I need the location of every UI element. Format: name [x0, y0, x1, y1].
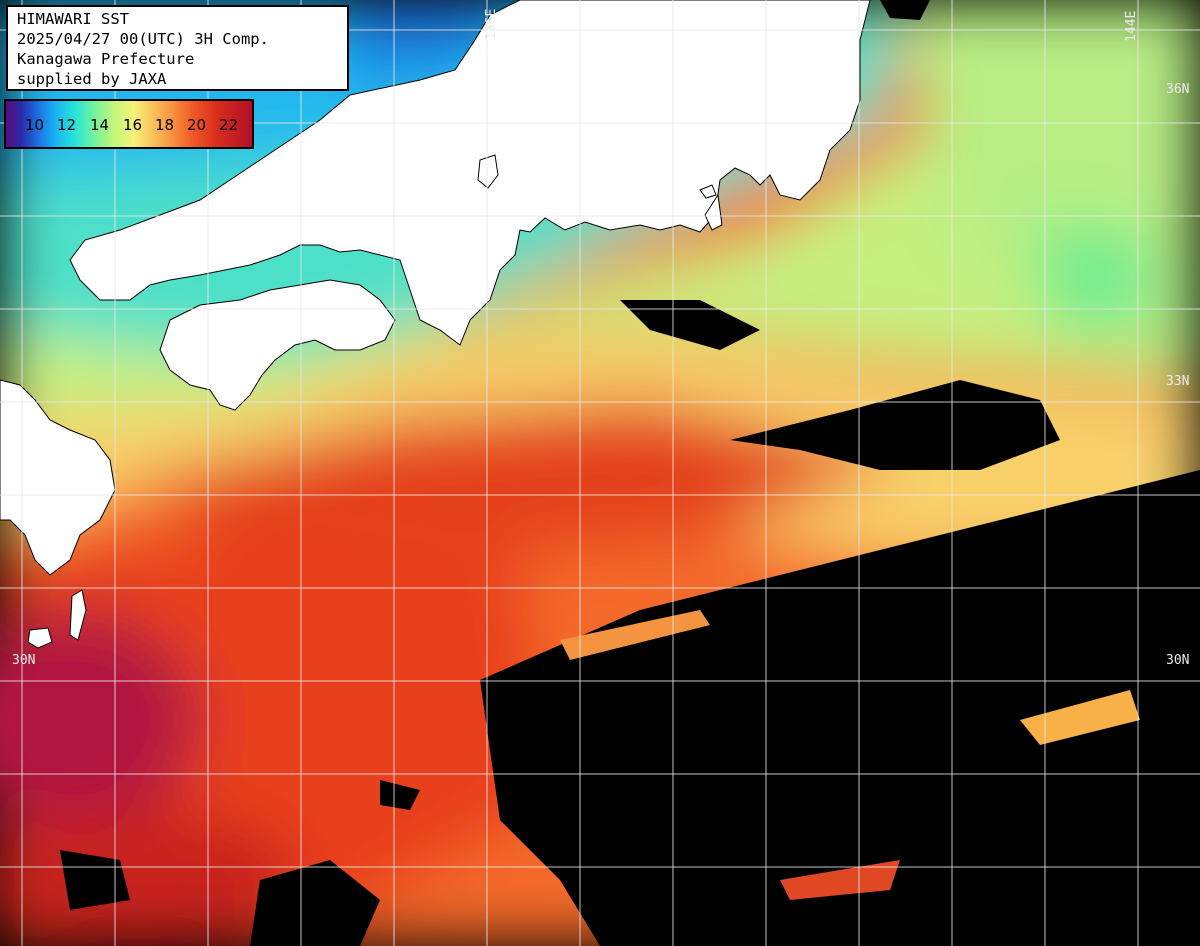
- title-line-prefecture: Kanagawa Prefecture: [17, 50, 195, 68]
- lon-label-144e: 144E: [1124, 10, 1139, 42]
- legend-tick: 12: [57, 116, 77, 134]
- lat-label-30n-left: 30N: [12, 653, 36, 668]
- legend-tick: 14: [90, 116, 110, 134]
- lon-label-136e: 136E: [484, 8, 499, 40]
- lat-label-33n: 33N: [1166, 374, 1190, 389]
- temperature-legend: 10 12 14 16 18 20 22: [4, 99, 254, 149]
- lat-label-30n-right: 30N: [1166, 653, 1190, 668]
- title-line-credit: supplied by JAXA: [17, 70, 167, 88]
- title-box: HIMAWARI SST 2025/04/27 00(UTC) 3H Comp.…: [6, 5, 349, 91]
- legend-tick: 18: [155, 116, 175, 134]
- title-line-datetime: 2025/04/27 00(UTC) 3H Comp.: [17, 30, 269, 48]
- legend-tick: 22: [219, 116, 239, 134]
- title-line-satellite: HIMAWARI SST: [17, 10, 129, 28]
- lat-label-36n: 36N: [1166, 82, 1190, 97]
- japan-land: [0, 0, 871, 649]
- legend-tick: 10: [25, 116, 45, 134]
- cloud-cover: [60, 0, 1200, 946]
- legend-tick: 16: [123, 116, 143, 134]
- legend-tick: 20: [187, 116, 207, 134]
